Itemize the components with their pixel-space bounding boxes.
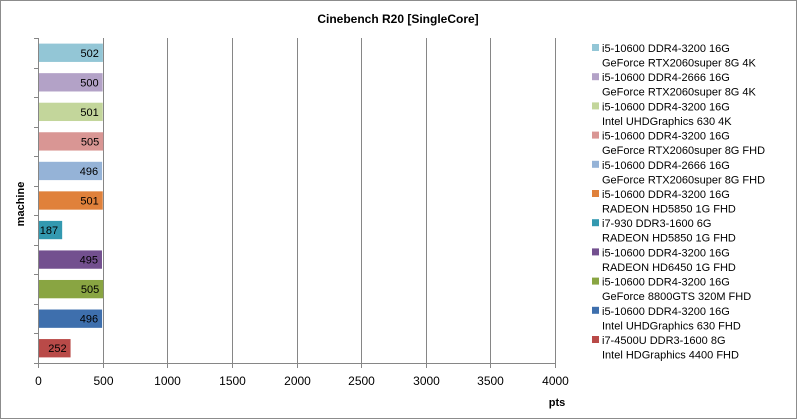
bar: [39, 220, 63, 240]
legend-label: i5-10600 DDR4-3200 16G: [602, 43, 730, 55]
bar: [39, 43, 103, 62]
legend-label: RADEON HD6450 1G FHD: [602, 262, 736, 274]
x-tick-label: 1000: [154, 374, 181, 388]
axes: 0 500 1000 1500 2000 2500 3000 3500 4000: [34, 38, 569, 388]
legend-swatch: [592, 306, 599, 314]
legend-swatch: [592, 73, 599, 81]
x-tick-label: 4000: [542, 374, 569, 388]
x-tick-label: 1500: [219, 374, 246, 388]
legend-label: Intel UHDGraphics 630 4K: [602, 116, 732, 128]
legend-swatch: [592, 102, 599, 110]
legend-label: GeForce RTX2060super 8G 4K: [602, 87, 757, 99]
bar: [39, 132, 104, 151]
legend-swatch: [592, 336, 599, 343]
chart-title: Cinebench R20 [SingleCore]: [317, 12, 478, 26]
bar-value-label: 495: [80, 255, 98, 267]
legend-label: GeForce RTX2060super 8G FHD: [602, 174, 765, 186]
legend-label: i5-10600 DDR4-3200 16G: [602, 247, 730, 259]
bar-value-label: 501: [80, 107, 98, 119]
legend-swatch: [592, 131, 599, 139]
x-tick-label: 2000: [284, 374, 311, 388]
bar-value-label: 496: [80, 166, 98, 178]
bar-value-label: 252: [48, 343, 66, 355]
x-tick-label: 3500: [477, 374, 504, 388]
legend-label: i5-10600 DDR4-3200 16G: [602, 277, 730, 289]
bar-value-label: 501: [80, 196, 98, 208]
legend-swatch: [592, 219, 599, 227]
legend-label: i7-930 DDR3-1600 6G: [602, 218, 711, 230]
bar-value-label: 496: [80, 314, 98, 326]
legend-swatch: [592, 44, 599, 51]
gridlines: [103, 38, 556, 363]
legend-label: i5-10600 DDR4-3200 16G: [602, 189, 730, 201]
legend-label: i7-4500U DDR3-1600 8G: [602, 335, 726, 347]
legend-label: i5-10600 DDR4-2666 16G: [602, 160, 730, 172]
legend-label: RADEON HD5850 1G FHD: [602, 233, 736, 245]
bar-value-label: 505: [81, 284, 99, 296]
bar: [39, 339, 71, 358]
legend-label: Intel HDGraphics 4400 FHD: [602, 350, 739, 362]
legend: i5-10600 DDR4-3200 16G GeForce RTX2060sup…: [592, 43, 765, 362]
bar: [39, 309, 103, 328]
legend-swatch: [592, 190, 599, 197]
x-tick-label: 0: [35, 374, 42, 388]
legend-swatch: [592, 160, 599, 168]
x-tick-label: 3000: [413, 374, 440, 388]
legend-label: i5-10600 DDR4-3200 16G: [602, 131, 730, 143]
bar-value-label: 505: [81, 136, 99, 148]
x-axis-title: pts: [549, 397, 566, 409]
bar-value-label: 502: [81, 48, 99, 60]
bar: [39, 73, 103, 92]
legend-label: i5-10600 DDR4-3200 16G: [602, 306, 730, 318]
bar-value-label: 500: [80, 77, 98, 89]
bar-value-label: 187: [40, 225, 58, 237]
legend-label: Intel UHDGraphics 630 FHD: [602, 320, 741, 332]
legend-label: GeForce 8800GTS 320M FHD: [602, 291, 751, 303]
bars: 502 500 501 505 496 501 187 495 505 496 252: [39, 43, 104, 358]
legend-swatch: [592, 248, 599, 256]
legend-label: RADEON HD5850 1G FHD: [602, 204, 736, 216]
legend-label: GeForce RTX2060super 8G 4K: [602, 58, 757, 70]
y-axis-title: machine: [15, 182, 27, 227]
bar: [39, 250, 102, 269]
legend-label: GeForce RTX2060super 8G FHD: [602, 145, 765, 157]
bar: [39, 102, 103, 122]
x-tick-label: 500: [93, 374, 113, 388]
bar: [39, 279, 104, 299]
legend-swatch: [592, 277, 599, 285]
x-tick-label: 2500: [348, 374, 375, 388]
bar: [39, 191, 103, 210]
bar: [39, 161, 103, 181]
legend-label: i5-10600 DDR4-2666 16G: [602, 72, 730, 84]
legend-label: i5-10600 DDR4-3200 16G: [602, 101, 730, 113]
